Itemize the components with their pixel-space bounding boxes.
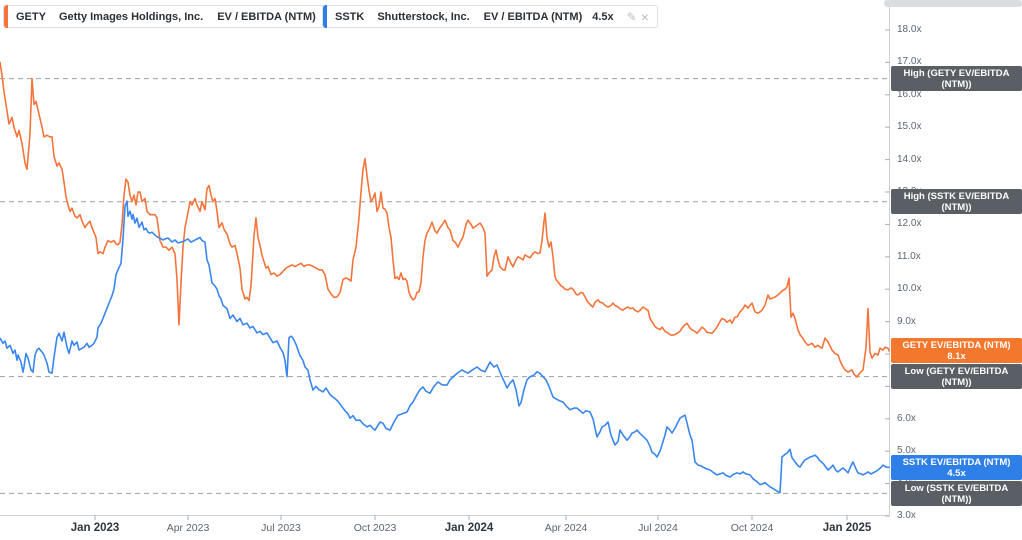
marker-value: 12.7x: [944, 213, 969, 225]
marker-value: 16.5x: [944, 90, 969, 102]
x-axis-label-jan-2025: Jan 2025: [822, 522, 872, 534]
sstk-ticker: SSTK: [335, 10, 365, 23]
marker-badge-current-sstk: SSTK EV/EBITDA (NTM) 4.5x: [891, 454, 1022, 480]
marker-value: 3.7x: [947, 504, 966, 516]
x-axis-label-jan-2024: Jan 2024: [444, 522, 494, 534]
marker-label: GETY EV/EBITDA (NTM): [902, 340, 1011, 352]
x-axis-label-apr-2023: Apr 2023: [166, 522, 210, 534]
marker-value: 8.1x: [947, 351, 966, 363]
sstk-color-accent: [323, 5, 327, 28]
x-axis-label-jul-2023: Jul 2023: [261, 522, 301, 534]
y-axis-label-10.0x: 10.0x: [897, 283, 922, 295]
x-axis-label-oct-2023: Oct 2023: [353, 522, 397, 534]
x-axis-label-jan-2023: Jan 2023: [70, 522, 120, 534]
gety-color-accent: [4, 5, 8, 28]
y-axis-label-6.0x: 6.0x: [897, 412, 916, 424]
style-brush-icon[interactable]: ✎: [626, 9, 637, 24]
gety-company-name: Getty Images Holdings, Inc.: [58, 10, 204, 23]
horizontal-scrollbar[interactable]: [884, 0, 1022, 7]
gety-metric-label: EV / EBITDA (NTM): [217, 10, 316, 23]
sstk-metric-label: EV / EBITDA (NTM): [483, 10, 583, 23]
gety-ticker: GETY: [16, 10, 46, 23]
sstk-current-value: 4.5x: [592, 10, 614, 23]
y-axis-label-18.0x: 18.0x: [897, 24, 922, 35]
marker-label: High (SSTK EV/EBITDA (NTM)): [903, 191, 1010, 214]
marker-badge-low-gety: Low (GETY EV/EBITDA (NTM)) 7.3x: [891, 364, 1022, 399]
y-axis-label-17.0x: 17.0x: [897, 56, 922, 68]
marker-label: Low (SSTK EV/EBITDA (NTM)): [904, 482, 1009, 505]
marker-badge-low-sstk: Low (SSTK EV/EBITDA (NTM)) 3.7x: [891, 480, 1022, 516]
marker-badge-high-gety: High (GETY EV/EBITDA (NTM)) 16.5x: [891, 66, 1022, 101]
y-axis-label-14.0x: 14.0x: [897, 153, 922, 165]
legend-chip-sstk[interactable]: SSTK Shutterstock, Inc. EV / EBITDA (NTM…: [322, 5, 658, 28]
marker-value: 4.5x: [947, 467, 966, 479]
marker-value: 7.3x: [947, 388, 966, 400]
y-axis-label-9.0x: 9.0x: [897, 315, 916, 327]
y-axis-label-3.0x: 3.0x: [897, 510, 916, 521]
marker-label: Low (GETY EV/EBITDA (NTM)): [904, 366, 1009, 389]
y-axis-label-5.0x: 5.0x: [897, 445, 916, 457]
sstk-line: [0, 200, 890, 494]
x-axis-label-apr-2024: Apr 2024: [544, 522, 588, 534]
marker-badge-high-sstk: High (SSTK EV/EBITDA (NTM)) 12.7x: [891, 189, 1022, 224]
marker-label: High (GETY EV/EBITDA (NTM)): [903, 68, 1010, 91]
y-axis-label-15.0x: 15.0x: [897, 121, 922, 133]
marker-badge-current-gety: GETY EV/EBITDA (NTM) 8.1x: [891, 338, 1022, 364]
x-axis-label-oct-2024: Oct 2024: [730, 522, 774, 534]
close-icon[interactable]: ×: [640, 8, 649, 25]
marker-label: SSTK EV/EBITDA (NTM): [902, 456, 1011, 468]
gety-line: [0, 61, 890, 378]
y-axis-label-16.0x: 16.0x: [897, 88, 922, 100]
sstk-company-name: Shutterstock, Inc.: [377, 10, 470, 23]
x-axis-label-jul-2024: Jul 2024: [638, 522, 678, 534]
y-axis-label-11.0x: 11.0x: [897, 250, 921, 262]
y-axis-label-12.0x: 12.0x: [897, 218, 922, 230]
